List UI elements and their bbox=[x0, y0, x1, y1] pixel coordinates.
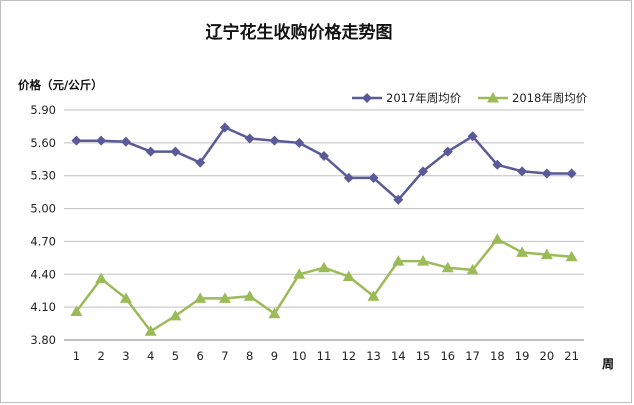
data-point-2018 bbox=[95, 272, 108, 284]
data-point-2017 bbox=[566, 168, 577, 179]
x-tick-label: 17 bbox=[465, 349, 480, 363]
data-point-2017 bbox=[393, 194, 404, 205]
data-point-2018 bbox=[243, 290, 256, 301]
data-point-2017 bbox=[170, 146, 181, 157]
data-point-2017 bbox=[418, 166, 429, 177]
data-point-2017 bbox=[541, 168, 552, 179]
data-point-2017 bbox=[219, 122, 230, 133]
x-tick-label: 8 bbox=[246, 349, 253, 363]
x-tick-label: 21 bbox=[564, 349, 579, 363]
x-tick-label: 20 bbox=[540, 349, 555, 363]
y-tick-label: 5.90 bbox=[30, 103, 56, 117]
series-2017 bbox=[71, 122, 577, 205]
data-point-2017 bbox=[368, 172, 379, 183]
x-axis-label: 周 bbox=[602, 357, 614, 371]
data-point-2018 bbox=[516, 246, 529, 257]
data-point-2018 bbox=[218, 292, 231, 303]
data-point-2017 bbox=[269, 135, 280, 146]
data-point-2017 bbox=[319, 151, 329, 161]
x-tick-label: 5 bbox=[172, 349, 179, 363]
data-point-2018 bbox=[540, 248, 553, 260]
legend-marker-2018 bbox=[487, 92, 499, 103]
data-point-2017 bbox=[343, 172, 354, 183]
data-point-2018 bbox=[392, 255, 405, 266]
legend-label-2017: 2017年周均价 bbox=[386, 91, 462, 105]
data-point-2017 bbox=[467, 131, 478, 142]
x-tick-label: 7 bbox=[221, 349, 228, 363]
x-tick-label: 9 bbox=[271, 349, 278, 363]
x-tick-label: 4 bbox=[147, 349, 154, 363]
data-point-2018 bbox=[367, 290, 380, 301]
x-tick-label: 12 bbox=[341, 349, 356, 363]
data-point-2018 bbox=[318, 261, 330, 273]
series-2018 bbox=[70, 233, 578, 336]
data-point-2017 bbox=[71, 135, 82, 146]
y-tick-label: 5.60 bbox=[30, 136, 56, 150]
data-point-2018 bbox=[144, 325, 157, 336]
gridlines bbox=[64, 109, 584, 341]
data-point-2017 bbox=[145, 146, 156, 157]
data-point-2018 bbox=[169, 309, 182, 321]
x-tick-label: 3 bbox=[122, 349, 129, 363]
data-point-2017 bbox=[96, 135, 107, 146]
data-point-2017 bbox=[244, 133, 255, 144]
y-tick-label: 4.70 bbox=[30, 234, 56, 248]
data-point-2018 bbox=[417, 255, 430, 266]
y-tick-label: 4.10 bbox=[30, 300, 56, 314]
x-tick-label: 18 bbox=[490, 349, 505, 363]
data-point-2017 bbox=[442, 146, 453, 157]
y-tick-label: 3.80 bbox=[30, 333, 56, 347]
x-tick-label: 6 bbox=[197, 349, 204, 363]
data-point-2018 bbox=[466, 263, 479, 275]
series-line-2018 bbox=[75, 237, 572, 333]
x-axis-ticks: 1 2 3 4 5 6 7 8 9 10 11 12 13 14 15 16 17 18 19 20 21 bbox=[73, 349, 579, 363]
y-axis-ticks: 3.80 4.10 4.40 4.70 5.00 5.30 5.60 5.90 bbox=[30, 103, 56, 347]
data-point-2017 bbox=[195, 157, 206, 168]
series-layer bbox=[70, 122, 578, 336]
legend: 2017年周均价 2018年周均价 bbox=[352, 91, 588, 105]
x-tick-label: 16 bbox=[440, 349, 455, 363]
legend-item-2017: 2017年周均价 bbox=[352, 91, 462, 105]
x-tick-label: 19 bbox=[515, 349, 530, 363]
x-tick-label: 15 bbox=[416, 349, 431, 363]
legend-marker-2017 bbox=[362, 93, 372, 103]
data-point-2017 bbox=[294, 137, 305, 148]
data-point-2018 bbox=[565, 250, 578, 262]
y-tick-label: 5.30 bbox=[30, 169, 56, 183]
x-tick-label: 11 bbox=[317, 349, 332, 363]
data-point-2018 bbox=[293, 268, 306, 279]
x-tick-label: 2 bbox=[97, 349, 104, 363]
data-point-2017 bbox=[120, 136, 131, 147]
data-point-2018 bbox=[119, 292, 132, 303]
legend-item-2018: 2018年周均价 bbox=[478, 91, 588, 105]
data-point-2018 bbox=[268, 307, 281, 319]
y-tick-label: 4.40 bbox=[30, 267, 56, 281]
data-point-2018 bbox=[342, 270, 355, 281]
x-tick-label: 13 bbox=[366, 349, 381, 363]
data-point-2018 bbox=[194, 292, 207, 303]
chart-title: 辽宁花生收购价格走势图 bbox=[206, 22, 393, 43]
data-point-2017 bbox=[517, 166, 528, 177]
data-point-2018 bbox=[70, 305, 83, 317]
data-point-2017 bbox=[492, 159, 503, 170]
x-tick-label: 1 bbox=[73, 349, 80, 363]
x-tick-label: 14 bbox=[391, 349, 406, 363]
data-point-2018 bbox=[491, 233, 504, 244]
legend-label-2018: 2018年周均价 bbox=[512, 91, 588, 105]
y-axis-label: 价格（元/公斤） bbox=[18, 78, 103, 92]
y-tick-label: 5.00 bbox=[30, 202, 56, 216]
x-tick-label: 10 bbox=[292, 349, 307, 363]
data-point-2018 bbox=[441, 261, 454, 273]
